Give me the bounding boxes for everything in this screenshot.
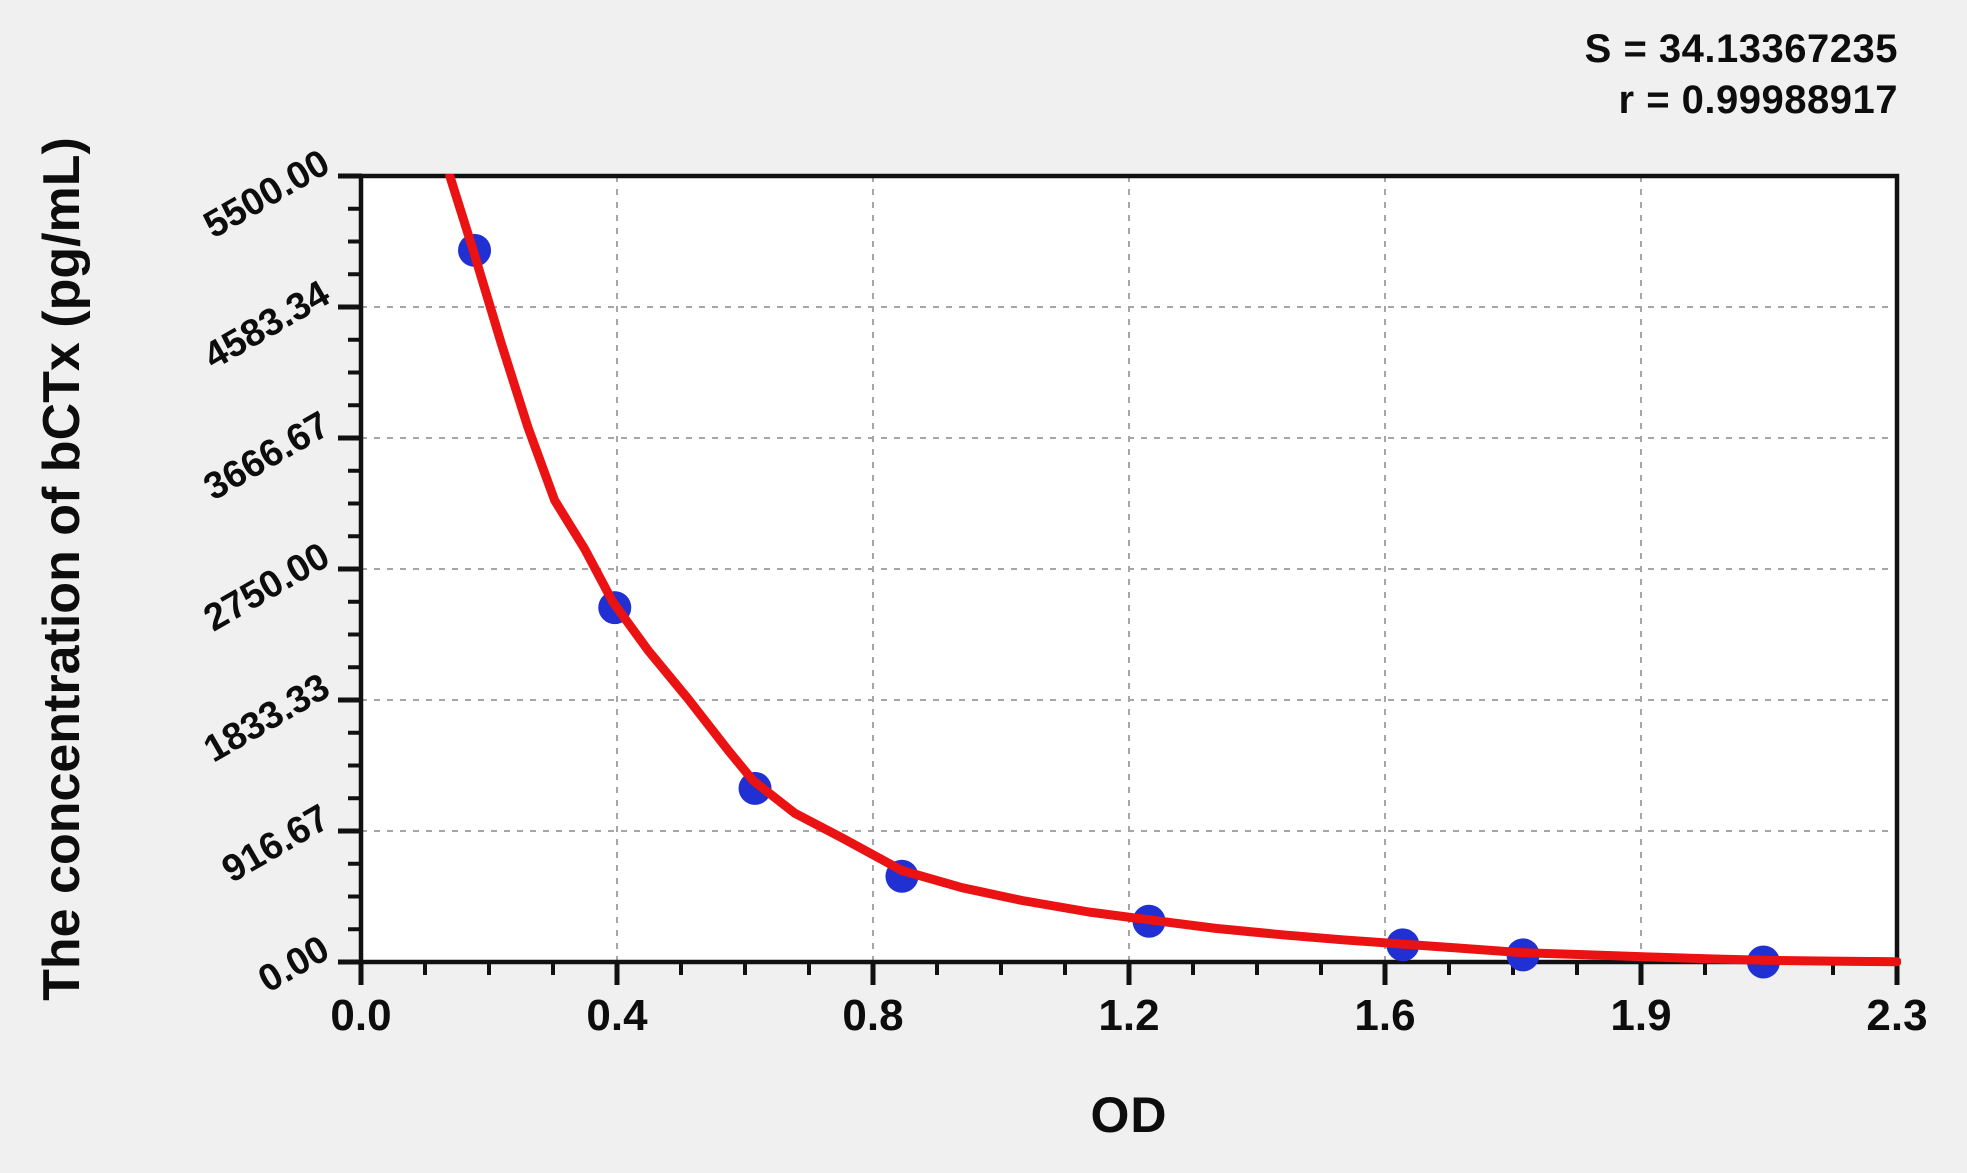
x-tick-label: 1.2 xyxy=(1098,991,1160,1040)
fit-s-value: S = 34.13367235 xyxy=(1584,27,1898,71)
plot-border xyxy=(358,173,1900,965)
fit-curve-line xyxy=(445,174,1901,967)
x-tick-label: 0.0 xyxy=(330,991,392,1040)
y-axis-title: The concentration of bCTx (pg/mL) xyxy=(33,137,91,1001)
x-tick-label: 1.6 xyxy=(1354,991,1416,1040)
x-tick-label: 0.4 xyxy=(586,991,648,1040)
x-tick-label: 1.9 xyxy=(1610,991,1672,1040)
x-tick-label: 2.3 xyxy=(1866,991,1928,1040)
x-axis-title: OD xyxy=(1090,1087,1168,1143)
data-point xyxy=(738,771,772,805)
fit-r-value: r = 0.99988917 xyxy=(1618,78,1898,123)
fit-statistics: S = 34.13367235 r = 0.99988917 xyxy=(1585,24,1898,126)
x-tick-label: 0.8 xyxy=(842,991,904,1040)
